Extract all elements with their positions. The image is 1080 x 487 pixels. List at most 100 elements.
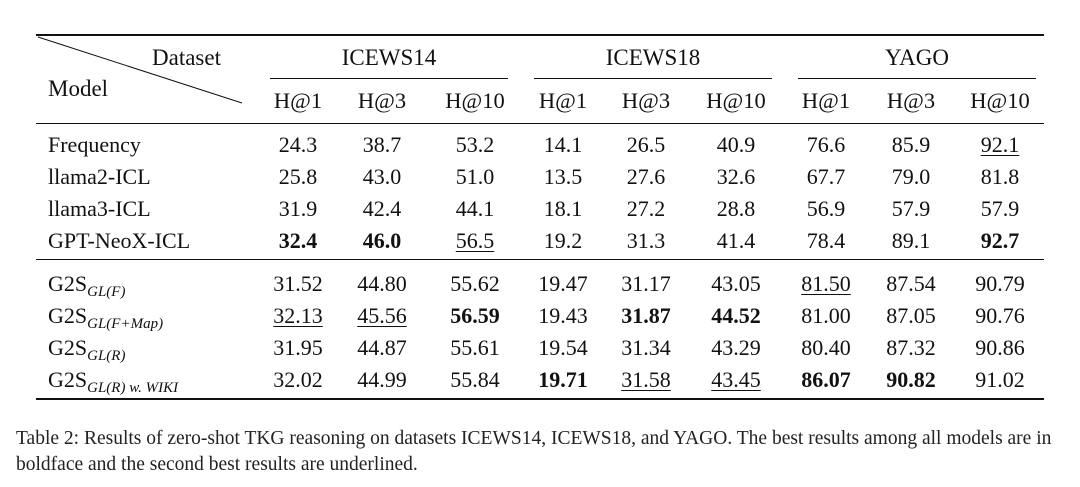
table-cell: 27.6 [626,164,666,189]
metric-header: H@3 [621,88,671,113]
table-cell: 44.87 [357,335,407,360]
table-cell: 46.0 [362,228,402,253]
table-cell: 19.2 [543,228,583,253]
icews14-group-rule [270,78,508,79]
table-cell: 90.76 [975,303,1025,328]
table-cell: 43.0 [362,164,402,189]
table-cell: 19.43 [538,303,588,328]
table-cell: 79.0 [891,164,931,189]
table-cell: 44.52 [711,303,761,328]
table-cell: 56.5 [455,228,495,253]
bottom-rule [36,398,1044,400]
table-cell: 14.1 [543,132,583,157]
model-subscript: GL(F+Map) [87,316,164,332]
table-cell: 31.9 [278,196,318,221]
model-name: G2SGL(F+Map) [48,303,164,332]
model-name: G2SGL(R) [48,335,126,364]
table-cell: 78.4 [806,228,846,253]
table-cell: 31.17 [621,271,671,296]
top-rule [36,34,1044,36]
yago-group-rule [798,78,1036,79]
table-caption: Table 2: Results of zero-shot TKG reason… [16,428,1052,475]
model-name: Frequency [48,132,141,157]
table-cell: 44.99 [357,367,407,392]
model-name: G2SGL(R) w. WIKI [48,367,179,396]
table-cell: 81.50 [801,271,851,296]
dataset-header-icews18: ICEWS18 [605,45,701,70]
table-cell: 44.1 [455,196,495,221]
table-cell: 81.00 [801,303,851,328]
table-cell: 85.9 [891,132,931,157]
table-cell: 31.52 [273,271,323,296]
table-cell: 41.4 [716,228,756,253]
group-separator-rule [36,259,1044,260]
table-cell: 92.7 [980,228,1020,253]
model-name: GPT-NeoX-ICL [48,228,191,253]
table-cell: 91.02 [975,367,1025,392]
table-cell: 56.9 [806,196,846,221]
table-cell: 87.05 [886,303,936,328]
table-cell: 19.47 [538,271,588,296]
table-cell: 67.7 [806,164,846,189]
table-cell: 31.58 [621,367,671,392]
metric-header: H@1 [538,88,588,113]
table-cell: 18.1 [543,196,583,221]
table-cell: 55.62 [450,271,500,296]
table-cell: 26.5 [626,132,666,157]
table-cell: 57.9 [891,196,931,221]
icews18-group-rule [534,78,772,79]
table-cell: 90.82 [886,367,936,392]
table-cell: 87.32 [886,335,936,360]
table-cell: 43.29 [711,335,761,360]
model-name: G2SGL(F) [48,271,126,300]
table-cell: 40.9 [716,132,756,157]
metric-header: H@10 [970,88,1030,113]
model-subscript: GL(R) [87,348,126,364]
table-cell: 32.13 [273,303,323,328]
table-cell: 31.3 [626,228,666,253]
table-cell: 28.8 [716,196,756,221]
table-cell: 43.05 [711,271,761,296]
table-cell: 81.8 [980,164,1020,189]
metric-header: H@1 [801,88,851,113]
table-cell: 57.9 [980,196,1020,221]
table-cell: 27.2 [626,196,666,221]
model-name: llama3-ICL [48,196,151,221]
table-cell: 90.86 [975,335,1025,360]
model-label: Model [48,76,109,101]
metric-header: H@3 [357,88,407,113]
header-rule [36,123,1044,124]
table-cell: 25.8 [278,164,318,189]
dataset-header-icews14: ICEWS14 [341,45,437,70]
table-cell: 56.59 [450,303,500,328]
table-cell: 42.4 [362,196,402,221]
dataset-label: Dataset [152,45,221,70]
model-name: llama2-ICL [48,164,151,189]
table-cell: 38.7 [362,132,402,157]
table-cell: 44.80 [357,271,407,296]
table-cell: 76.6 [806,132,846,157]
table-cell: 32.4 [278,228,318,253]
table-cell: 31.87 [621,303,671,328]
table-cell: 32.02 [273,367,323,392]
metric-header: H@1 [273,88,323,113]
table-cell: 13.5 [543,164,583,189]
table-cell: 87.54 [886,271,936,296]
dataset-header-yago: YAGO [885,45,949,70]
table-cell: 80.40 [801,335,851,360]
table-cell: 31.34 [621,335,671,360]
table-cell: 32.6 [716,164,756,189]
table-cell: 89.1 [891,228,931,253]
table-cell: 43.45 [711,367,761,392]
model-subscript: GL(F) [87,284,126,300]
table-cell: 90.79 [975,271,1025,296]
table-cell: 31.95 [273,335,323,360]
table-cell: 86.07 [801,367,851,392]
table-cell: 19.54 [538,335,588,360]
model-subscript: GL(R) w. WIKI [87,380,179,396]
metric-header: H@3 [886,88,936,113]
metric-header: H@10 [706,88,766,113]
metric-header: H@10 [445,88,505,113]
table-cell: 19.71 [538,367,588,392]
